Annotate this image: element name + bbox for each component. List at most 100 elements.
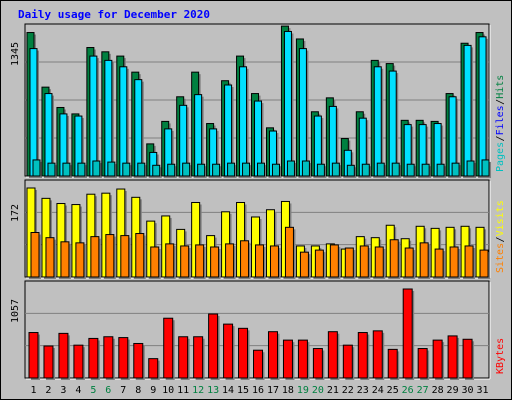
bar-files xyxy=(134,79,143,177)
x-tick-label: 11 xyxy=(177,385,189,396)
bar-files xyxy=(478,36,487,177)
x-tick-label: 19 xyxy=(297,385,309,396)
bar-pages xyxy=(286,160,295,177)
bar-kbytes xyxy=(357,332,368,379)
x-tick-label: 16 xyxy=(252,385,264,396)
bar-kbytes xyxy=(432,339,443,379)
x-tick-label: 7 xyxy=(120,385,126,396)
bar-sites xyxy=(284,226,294,278)
bar-pages xyxy=(316,163,325,177)
bar-kbytes xyxy=(178,336,189,379)
legend-files-label: Files xyxy=(495,105,506,135)
bar-pages xyxy=(167,163,176,177)
bar-kbytes xyxy=(387,348,398,379)
bar-pages xyxy=(346,164,355,177)
x-tick-label: 1 xyxy=(30,385,36,396)
legend--label: / xyxy=(495,236,506,242)
bar-kbytes xyxy=(43,345,54,379)
x-tick-label: 14 xyxy=(222,385,234,396)
bar-sites xyxy=(269,245,279,278)
bar-sites xyxy=(464,245,474,278)
chart-title: Daily usage for December 2020 xyxy=(18,8,211,21)
bar-kbytes xyxy=(297,339,308,379)
x-tick-label: 15 xyxy=(237,385,249,396)
bar-kbytes xyxy=(223,323,234,379)
bar-kbytes xyxy=(118,337,129,379)
bar-sites xyxy=(105,234,115,278)
bar-pages xyxy=(32,159,41,177)
bar-pages xyxy=(227,162,236,177)
bar-kbytes xyxy=(282,339,293,379)
x-tick-label: 29 xyxy=(447,385,459,396)
bar-kbytes xyxy=(193,336,204,379)
legend-hits-label: Hits xyxy=(495,75,506,99)
bar-sites xyxy=(90,236,100,278)
bar-pages xyxy=(122,162,131,177)
bar-sites xyxy=(45,237,55,278)
x-tick-label: 13 xyxy=(207,385,219,396)
x-tick-label: 30 xyxy=(462,385,474,396)
bar-sites xyxy=(255,244,265,278)
bar-pages xyxy=(391,162,400,177)
bar-pages xyxy=(62,162,71,177)
bar-pages xyxy=(466,160,475,177)
bar-files xyxy=(298,48,307,177)
legend--label: / xyxy=(495,99,506,105)
bar-pages xyxy=(271,163,280,177)
bar-pages xyxy=(481,159,490,177)
x-tick-label: 5 xyxy=(90,385,96,396)
bar-kbytes xyxy=(163,317,174,379)
bar-kbytes xyxy=(327,331,338,379)
legend-sites-label: Sites xyxy=(495,243,506,273)
bar-sites xyxy=(240,240,250,278)
bar-pages xyxy=(137,162,146,177)
x-tick-label: 17 xyxy=(267,385,279,396)
bar-pages xyxy=(47,162,56,177)
bar-pages xyxy=(436,163,445,177)
bar-pages xyxy=(197,163,206,177)
bar-kbytes xyxy=(402,288,413,379)
bar-pages xyxy=(107,161,116,177)
bar-pages xyxy=(301,160,310,177)
bar-sites xyxy=(479,249,489,278)
bar-pages xyxy=(77,162,86,177)
bar-files xyxy=(388,70,397,177)
bar-pages xyxy=(92,160,101,177)
bar-sites xyxy=(195,244,205,278)
bar-kbytes xyxy=(372,330,383,379)
legend--label: / xyxy=(495,135,506,141)
bar-kbytes xyxy=(103,336,114,379)
bar-kbytes xyxy=(73,344,84,379)
bar-sites xyxy=(374,246,384,278)
x-tick-label: 28 xyxy=(432,385,444,396)
bar-files xyxy=(224,84,233,177)
x-tick-label: 6 xyxy=(105,385,111,396)
bar-sites xyxy=(389,239,399,278)
x-tick-label: 18 xyxy=(282,385,294,396)
x-tick-label: 4 xyxy=(75,385,81,396)
x-tick-label: 26 xyxy=(402,385,414,396)
bar-kbytes xyxy=(88,337,99,379)
legend-visits-label: Visits xyxy=(495,200,506,236)
bar-sites xyxy=(120,235,130,278)
x-tick-label: 3 xyxy=(60,385,66,396)
bar-files xyxy=(104,59,113,177)
x-tick-label: 24 xyxy=(372,385,384,396)
bar-sites xyxy=(60,241,70,278)
bar-sites xyxy=(30,232,40,278)
bar-kbytes xyxy=(253,349,264,379)
y-max-label: 172 xyxy=(10,204,21,222)
x-tick-label: 8 xyxy=(135,385,141,396)
x-tick-label: 21 xyxy=(327,385,339,396)
bar-kbytes xyxy=(312,348,323,379)
bar-sites xyxy=(329,244,339,278)
bar-kbytes xyxy=(342,344,353,379)
bar-files xyxy=(373,66,382,177)
x-tick-label: 2 xyxy=(45,385,51,396)
bar-kbytes xyxy=(267,331,278,379)
bar-sites xyxy=(434,248,444,278)
bar-sites xyxy=(404,247,414,278)
x-tick-label: 25 xyxy=(387,385,399,396)
bar-sites xyxy=(225,243,235,278)
bar-kbytes xyxy=(447,335,458,379)
